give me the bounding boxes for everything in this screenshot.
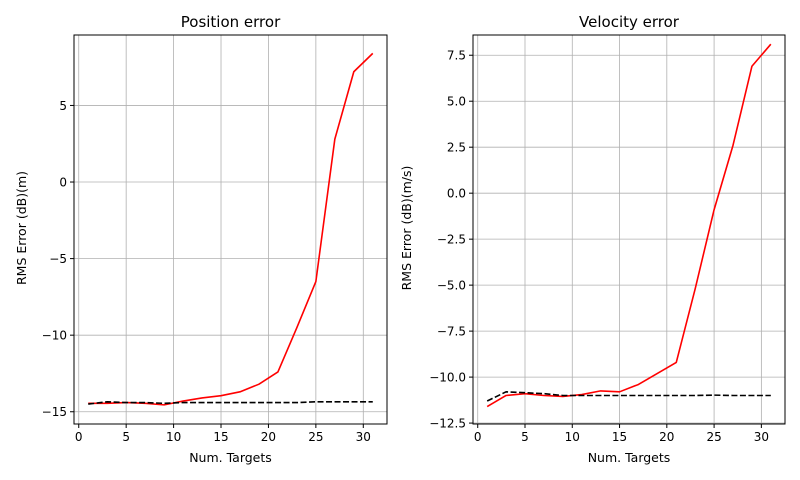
y-tick-label: 5.0	[447, 95, 466, 109]
y-tick-label: −10.0	[429, 371, 466, 385]
y-tick-label: −5.0	[437, 279, 466, 293]
chart-title: Velocity error	[579, 13, 680, 31]
y-tick-label: 0.0	[447, 187, 466, 201]
y-tick-label: −7.5	[437, 325, 466, 339]
y-tick-label: −15	[42, 405, 67, 419]
y-tick-label: −5	[49, 252, 67, 266]
x-tick-label: 30	[356, 430, 371, 444]
dashed-series-line	[486, 391, 771, 402]
x-tick-label: 25	[308, 430, 323, 444]
y-tick-label: −12.5	[429, 417, 466, 431]
x-tick-label: 25	[706, 430, 721, 444]
y-axis-label: RMS Error (dB)(m/s)	[399, 166, 414, 291]
velocity-error-plot: Velocity error Num. Targets RMS Error (d…	[399, 13, 786, 465]
x-tick-label: 20	[261, 430, 276, 444]
position-error-plot: Position error Num. Targets RMS Error (d…	[14, 13, 388, 465]
x-tick-label: 30	[754, 430, 769, 444]
solid-series-line	[486, 43, 772, 408]
dashed-series-line	[88, 400, 373, 405]
x-tick-label: 5	[122, 430, 130, 444]
y-tick-label: 0	[59, 176, 67, 190]
x-axis-label: Num. Targets	[588, 450, 671, 465]
x-tick-label: 10	[565, 430, 580, 444]
y-axis-label: RMS Error (dB)(m)	[14, 171, 29, 285]
y-tick-label: 2.5	[447, 141, 466, 155]
plot-frame	[73, 34, 388, 425]
x-tick-label: 0	[474, 430, 482, 444]
solid-series-line	[88, 52, 374, 406]
x-tick-label: 5	[521, 430, 529, 444]
y-tick-label: −10	[42, 329, 67, 343]
y-tick-label: 7.5	[447, 49, 466, 63]
x-tick-label: 10	[166, 430, 181, 444]
x-axis-label: Num. Targets	[189, 450, 272, 465]
y-tick-label: −2.5	[437, 233, 466, 247]
x-tick-label: 15	[612, 430, 627, 444]
x-tick-label: 20	[659, 430, 674, 444]
plot-frame	[472, 34, 786, 425]
x-tick-label: 0	[75, 430, 83, 444]
x-tick-label: 15	[213, 430, 228, 444]
y-tick-label: 5	[59, 99, 67, 113]
chart-title: Position error	[181, 13, 281, 31]
